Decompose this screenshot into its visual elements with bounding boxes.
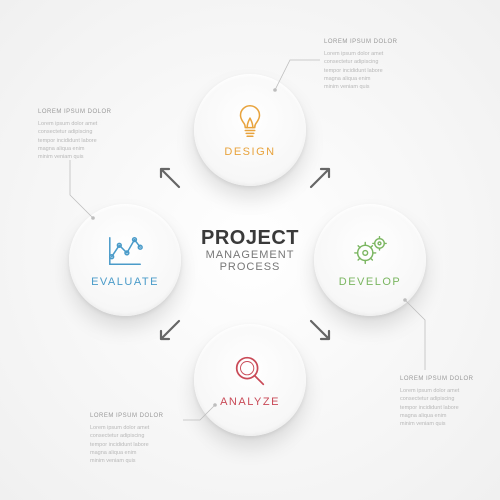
gears-icon xyxy=(351,232,389,270)
title-line1: PROJECT xyxy=(201,227,299,249)
center-title: PROJECT MANAGEMENT PROCESS xyxy=(201,227,299,273)
node-evaluate: EVALUATE xyxy=(69,204,181,316)
infobox-head: LOREM IPSUM DOLOR xyxy=(38,108,133,117)
infobox-develop: LOREM IPSUM DOLOR Lorem ipsum dolor amet… xyxy=(400,375,495,428)
node-label: ANALYZE xyxy=(220,396,280,408)
cycle-arrow xyxy=(155,163,185,193)
infobox-body: Lorem ipsum dolor ametconsectetur adipis… xyxy=(38,120,133,161)
node-label: DEVELOP xyxy=(339,276,401,288)
node-analyze: ANALYZE xyxy=(194,324,306,436)
lightbulb-icon xyxy=(231,102,269,140)
infobox-head: LOREM IPSUM DOLOR xyxy=(324,38,419,47)
infobox-evaluate: LOREM IPSUM DOLOR Lorem ipsum dolor amet… xyxy=(38,108,133,161)
title-line3: PROCESS xyxy=(201,261,299,273)
cycle-arrow xyxy=(155,315,185,345)
cycle-arrow xyxy=(305,315,335,345)
node-label: EVALUATE xyxy=(91,276,159,288)
infobox-body: Lorem ipsum dolor ametconsectetur adipis… xyxy=(90,424,185,465)
infobox-head: LOREM IPSUM DOLOR xyxy=(90,412,185,421)
infobox-body: Lorem ipsum dolor ametconsectetur adipis… xyxy=(324,50,419,91)
node-develop: DEVELOP xyxy=(314,204,426,316)
infobox-design: LOREM IPSUM DOLOR Lorem ipsum dolor amet… xyxy=(324,38,419,91)
chart-icon xyxy=(106,232,144,270)
infobox-body: Lorem ipsum dolor ametconsectetur adipis… xyxy=(400,387,495,428)
infobox-head: LOREM IPSUM DOLOR xyxy=(400,375,495,384)
infobox-analyze: LOREM IPSUM DOLOR Lorem ipsum dolor amet… xyxy=(90,412,185,465)
cycle-arrow xyxy=(305,163,335,193)
node-label: DESIGN xyxy=(224,146,275,158)
magnifier-icon xyxy=(231,352,269,390)
title-line2: MANAGEMENT xyxy=(201,249,299,261)
node-design: DESIGN xyxy=(194,74,306,186)
